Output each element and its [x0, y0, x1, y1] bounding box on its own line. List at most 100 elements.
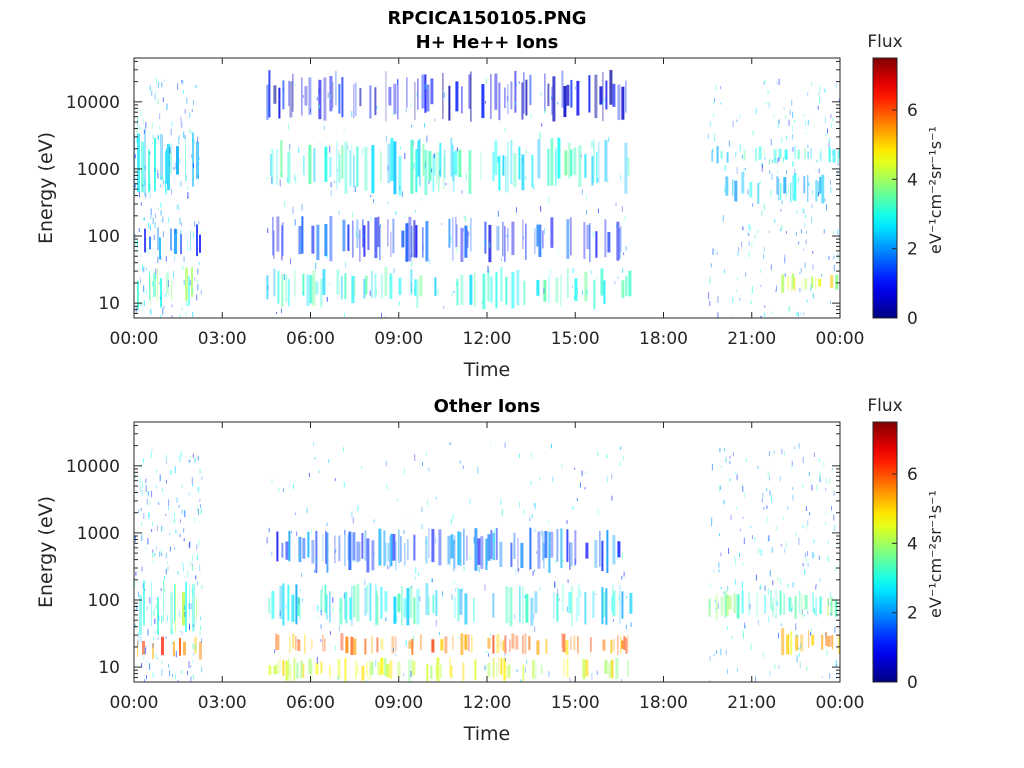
heatmap-speckle [289, 143, 291, 150]
heatmap-strip [152, 643, 154, 659]
heatmap-strip [547, 83, 550, 107]
heatmap-speckle [796, 311, 798, 316]
heatmap-speckle [595, 593, 597, 596]
heatmap-speckle [151, 529, 153, 532]
heatmap-speckle [770, 138, 772, 146]
heatmap-strip [458, 149, 462, 178]
heatmap-speckle [739, 144, 741, 152]
heatmap-speckle [791, 460, 793, 466]
heatmap-speckle [165, 293, 167, 297]
heatmap-speckle [486, 78, 487, 84]
heatmap-band [725, 172, 825, 204]
x-tick-label: 15:00 [551, 329, 600, 349]
heatmap-speckle [818, 191, 819, 197]
heatmap-speckle [533, 614, 535, 619]
heatmap-speckle [804, 569, 806, 575]
heatmap-speckle [786, 155, 788, 161]
heatmap-speckle [142, 458, 144, 464]
heatmap-speckle [201, 667, 203, 673]
heatmap-strip [505, 660, 507, 679]
heatmap-speckle [192, 624, 194, 627]
heatmap-speckle [370, 194, 372, 198]
heatmap-strip [304, 86, 308, 106]
heatmap-speckle [357, 505, 359, 512]
heatmap-speckle [831, 506, 832, 511]
heatmap-speckle [524, 595, 526, 599]
heatmap-speckle [432, 578, 433, 583]
panel-title: Other Ions [434, 396, 541, 417]
heatmap-strip [144, 129, 146, 196]
heatmap-speckle [137, 183, 139, 188]
heatmap-speckle [623, 252, 625, 255]
heatmap-speckle [268, 527, 270, 533]
heatmap-strip [577, 636, 579, 654]
heatmap-strip [320, 661, 323, 674]
heatmap-speckle [501, 257, 502, 262]
heatmap-speckle [807, 551, 808, 557]
heatmap-strip [507, 84, 509, 115]
heatmap-speckle [755, 676, 756, 682]
heatmap-speckle [141, 301, 143, 307]
heatmap-strip [627, 634, 629, 652]
heatmap-strip [749, 181, 753, 198]
heatmap-strip [804, 278, 808, 290]
heatmap-speckle [774, 158, 776, 161]
heatmap-speckle [830, 187, 832, 193]
heatmap-speckle [143, 286, 145, 293]
heatmap-speckle [494, 528, 496, 535]
heatmap-speckle [769, 670, 771, 677]
heatmap-strip [356, 583, 360, 622]
heatmap-strip [780, 183, 782, 200]
heatmap-band [270, 137, 630, 196]
heatmap-strip [307, 531, 310, 558]
heatmap-strip [603, 592, 606, 618]
heatmap-speckle [534, 626, 536, 632]
heatmap-speckle [463, 566, 465, 571]
heatmap-speckle [785, 542, 787, 548]
heatmap-speckle [770, 190, 772, 197]
heatmap-speckle [295, 512, 297, 515]
heatmap-speckle [332, 608, 334, 612]
heatmap-strip [529, 527, 532, 570]
heatmap-speckle [191, 477, 193, 484]
heatmap-strip [385, 71, 387, 122]
heatmap-strip [511, 221, 515, 256]
heatmap-speckle [518, 568, 520, 572]
heatmap-speckle [618, 596, 620, 602]
heatmap-strip [419, 275, 423, 297]
heatmap-area [134, 70, 840, 318]
heatmap-speckle [154, 618, 156, 624]
heatmap-strip [401, 586, 403, 626]
heatmap-speckle [718, 569, 720, 573]
heatmap-speckle [768, 616, 770, 623]
heatmap-strip [395, 541, 397, 570]
heatmap-speckle [293, 483, 294, 489]
heatmap-speckle [146, 498, 148, 505]
heatmap-speckle [190, 665, 192, 668]
heatmap-strip [542, 531, 544, 561]
heatmap-speckle [392, 647, 394, 653]
heatmap-speckle [574, 295, 575, 300]
heatmap-speckle [351, 144, 353, 149]
heatmap-speckle [405, 108, 407, 113]
heatmap-strip [450, 137, 453, 177]
heatmap-speckle [625, 246, 627, 251]
heatmap-speckle [381, 312, 382, 318]
heatmap-speckle [424, 161, 426, 169]
heatmap-strip [180, 234, 182, 255]
heatmap-strip [755, 148, 757, 161]
heatmap-strip [386, 663, 390, 678]
heatmap-speckle [152, 521, 153, 527]
heatmap-strip [541, 665, 543, 674]
heatmap-speckle [760, 162, 762, 166]
heatmap-speckle [134, 623, 136, 627]
heatmap-strip [407, 539, 409, 560]
heatmap-band [272, 216, 622, 263]
heatmap-speckle [152, 643, 154, 648]
heatmap-speckle [145, 645, 147, 650]
heatmap-strip [507, 141, 509, 193]
heatmap-strip [792, 175, 795, 200]
heatmap-strip [389, 536, 391, 569]
heatmap-speckle [534, 528, 536, 533]
heatmap-strip [295, 636, 297, 651]
